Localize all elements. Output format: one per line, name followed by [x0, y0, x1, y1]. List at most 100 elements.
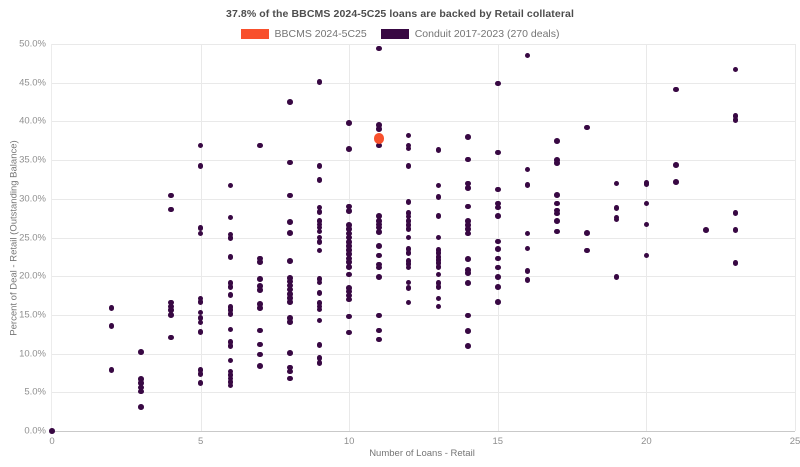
- conduit-data-point[interactable]: [257, 287, 263, 293]
- conduit-data-point[interactable]: [405, 132, 412, 139]
- conduit-data-point[interactable]: [346, 146, 352, 153]
- conduit-data-point[interactable]: [227, 182, 234, 189]
- conduit-data-point[interactable]: [732, 226, 739, 233]
- conduit-data-point[interactable]: [376, 229, 382, 235]
- conduit-data-point[interactable]: [346, 255, 352, 262]
- conduit-data-point[interactable]: [376, 218, 382, 225]
- conduit-data-point[interactable]: [257, 301, 263, 307]
- conduit-data-point[interactable]: [316, 228, 323, 235]
- conduit-data-point[interactable]: [316, 177, 323, 184]
- conduit-data-point[interactable]: [316, 204, 323, 211]
- conduit-data-point[interactable]: [376, 336, 382, 343]
- conduit-data-point[interactable]: [495, 80, 501, 87]
- conduit-data-point[interactable]: [376, 126, 382, 132]
- conduit-data-point[interactable]: [257, 351, 263, 358]
- conduit-data-point[interactable]: [376, 243, 382, 249]
- conduit-data-point[interactable]: [346, 222, 352, 228]
- conduit-data-point[interactable]: [495, 274, 501, 280]
- conduit-data-point[interactable]: [732, 117, 739, 123]
- conduit-data-point[interactable]: [108, 305, 115, 311]
- conduit-data-point[interactable]: [316, 360, 323, 366]
- conduit-data-point[interactable]: [465, 270, 471, 276]
- conduit-data-point[interactable]: [316, 342, 323, 348]
- conduit-data-point[interactable]: [435, 247, 442, 253]
- conduit-data-point[interactable]: [197, 309, 204, 316]
- conduit-data-point[interactable]: [197, 163, 204, 170]
- conduit-data-point[interactable]: [435, 284, 442, 290]
- conduit-data-point[interactable]: [286, 99, 293, 105]
- conduit-data-point[interactable]: [286, 282, 293, 289]
- conduit-data-point[interactable]: [554, 137, 561, 144]
- conduit-data-point[interactable]: [405, 250, 412, 256]
- conduit-data-point[interactable]: [376, 224, 382, 231]
- conduit-data-point[interactable]: [286, 315, 293, 321]
- conduit-data-point[interactable]: [405, 145, 412, 152]
- conduit-data-point[interactable]: [376, 122, 382, 129]
- conduit-data-point[interactable]: [465, 280, 471, 286]
- conduit-data-point[interactable]: [405, 209, 412, 216]
- conduit-data-point[interactable]: [257, 259, 263, 266]
- conduit-data-point[interactable]: [346, 292, 352, 299]
- conduit-data-point[interactable]: [227, 379, 234, 386]
- conduit-data-point[interactable]: [405, 257, 412, 264]
- conduit-data-point[interactable]: [495, 186, 501, 193]
- conduit-data-point[interactable]: [316, 163, 323, 170]
- conduit-data-point[interactable]: [465, 218, 471, 225]
- conduit-data-point[interactable]: [257, 276, 263, 283]
- conduit-data-point[interactable]: [405, 234, 412, 241]
- conduit-data-point[interactable]: [168, 299, 174, 306]
- conduit-data-point[interactable]: [316, 221, 323, 228]
- conduit-data-point[interactable]: [435, 303, 442, 310]
- conduit-data-point[interactable]: [376, 221, 382, 228]
- conduit-data-point[interactable]: [227, 214, 234, 221]
- conduit-data-point[interactable]: [405, 213, 412, 220]
- conduit-data-point[interactable]: [405, 222, 412, 228]
- conduit-data-point[interactable]: [168, 206, 174, 213]
- conduit-data-point[interactable]: [316, 303, 323, 310]
- conduit-data-point[interactable]: [316, 355, 323, 362]
- conduit-data-point[interactable]: [613, 180, 620, 187]
- conduit-data-point[interactable]: [197, 315, 204, 321]
- conduit-data-point[interactable]: [138, 404, 144, 410]
- conduit-data-point[interactable]: [316, 218, 323, 225]
- conduit-data-point[interactable]: [435, 264, 442, 270]
- conduit-data-point[interactable]: [495, 298, 501, 305]
- conduit-data-point[interactable]: [435, 271, 442, 278]
- legend-item-conduit[interactable]: Conduit 2017-2023 (270 deals): [380, 28, 560, 40]
- conduit-data-point[interactable]: [554, 228, 561, 235]
- conduit-data-point[interactable]: [108, 367, 115, 373]
- conduit-data-point[interactable]: [465, 203, 471, 210]
- conduit-data-point[interactable]: [286, 295, 293, 301]
- conduit-data-point[interactable]: [286, 319, 293, 325]
- conduit-data-point[interactable]: [286, 192, 293, 199]
- conduit-data-point[interactable]: [732, 113, 739, 119]
- conduit-data-point[interactable]: [227, 231, 234, 238]
- conduit-data-point[interactable]: [257, 283, 263, 290]
- conduit-data-point[interactable]: [227, 326, 234, 333]
- conduit-data-point[interactable]: [613, 274, 620, 280]
- conduit-data-point[interactable]: [197, 230, 204, 237]
- conduit-data-point[interactable]: [376, 45, 382, 52]
- conduit-data-point[interactable]: [227, 368, 234, 375]
- conduit-data-point[interactable]: [554, 160, 561, 166]
- conduit-data-point[interactable]: [376, 274, 382, 280]
- conduit-data-point[interactable]: [524, 166, 531, 173]
- conduit-data-point[interactable]: [465, 180, 471, 187]
- conduit-data-point[interactable]: [286, 368, 293, 375]
- conduit-data-point[interactable]: [346, 120, 352, 126]
- conduit-data-point[interactable]: [257, 363, 263, 369]
- conduit-data-point[interactable]: [168, 307, 174, 314]
- conduit-data-point[interactable]: [554, 192, 561, 198]
- conduit-data-point[interactable]: [286, 364, 293, 371]
- conduit-data-point[interactable]: [465, 328, 471, 334]
- conduit-data-point[interactable]: [257, 327, 263, 334]
- conduit-data-point[interactable]: [227, 280, 234, 286]
- conduit-data-point[interactable]: [346, 288, 352, 295]
- conduit-data-point[interactable]: [435, 250, 442, 256]
- conduit-data-point[interactable]: [316, 279, 323, 286]
- conduit-data-point[interactable]: [227, 357, 234, 364]
- conduit-data-point[interactable]: [286, 278, 293, 285]
- conduit-data-point[interactable]: [286, 159, 293, 166]
- conduit-data-point[interactable]: [376, 213, 382, 219]
- conduit-data-point[interactable]: [49, 428, 55, 434]
